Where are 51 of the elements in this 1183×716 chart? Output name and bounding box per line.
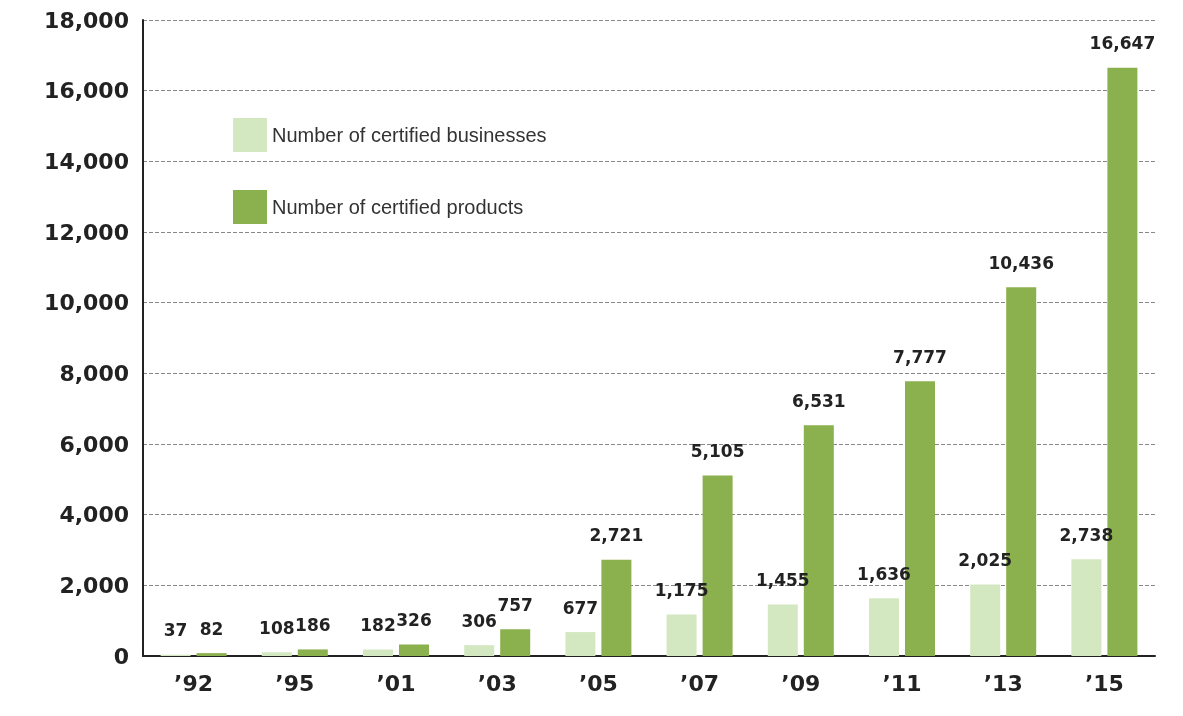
- data-label: 2,721: [589, 525, 644, 546]
- x-tick-label: ’05: [578, 670, 618, 696]
- y-tick-label: 2,000: [59, 572, 129, 598]
- bar: [666, 614, 697, 656]
- data-label: 186: [295, 614, 331, 635]
- y-tick-label: 4,000: [59, 502, 129, 528]
- y-tick-label: 10,000: [44, 290, 129, 316]
- data-label: 7,777: [893, 346, 947, 367]
- data-label: 182: [360, 615, 396, 636]
- x-tick-label: ’03: [477, 670, 517, 696]
- bar: [196, 653, 227, 656]
- data-label: 757: [497, 594, 533, 615]
- y-tick-label: 16,000: [44, 78, 129, 104]
- bar: [464, 645, 495, 656]
- x-tick-label: ’01: [376, 670, 416, 696]
- y-tick-label: 6,000: [59, 431, 129, 457]
- legend-label: Number of certified products: [272, 196, 524, 218]
- x-tick-label: ’13: [983, 670, 1023, 696]
- bar: [767, 604, 798, 656]
- y-tick-label: 8,000: [59, 360, 129, 386]
- data-label: 108: [259, 617, 295, 638]
- data-label: 677: [562, 597, 599, 618]
- legend-label: Number of certified businesses: [272, 124, 547, 146]
- bar: [500, 629, 531, 656]
- bar: [970, 584, 1001, 656]
- bar: [399, 644, 429, 656]
- data-label: 6,531: [791, 390, 846, 411]
- bar: [601, 559, 632, 656]
- y-tick-label: 18,000: [44, 7, 129, 33]
- x-tick-label: ’15: [1084, 670, 1124, 696]
- x-tick-label: ’92: [174, 670, 214, 696]
- x-tick-label: ’11: [882, 670, 922, 696]
- data-label: 37: [163, 620, 188, 641]
- x-tick-label: ’95: [275, 670, 315, 696]
- bar: [1071, 559, 1102, 656]
- y-tick-label: 12,000: [44, 219, 129, 245]
- bar: [297, 649, 328, 656]
- data-label: 82: [199, 618, 224, 639]
- y-tick-label: 14,000: [44, 148, 129, 174]
- bar: [261, 652, 292, 656]
- bar: [565, 632, 596, 656]
- data-label: 306: [461, 610, 497, 631]
- data-label: 10,436: [988, 252, 1054, 273]
- bar: [869, 598, 899, 656]
- data-label: 16,647: [1089, 33, 1156, 54]
- bar: [363, 649, 393, 656]
- data-label: 326: [396, 609, 432, 630]
- x-tick-label: ’07: [680, 670, 720, 696]
- data-label: 5,105: [690, 441, 745, 462]
- x-tick-label: ’09: [781, 670, 821, 696]
- y-tick-label: 0: [113, 643, 129, 669]
